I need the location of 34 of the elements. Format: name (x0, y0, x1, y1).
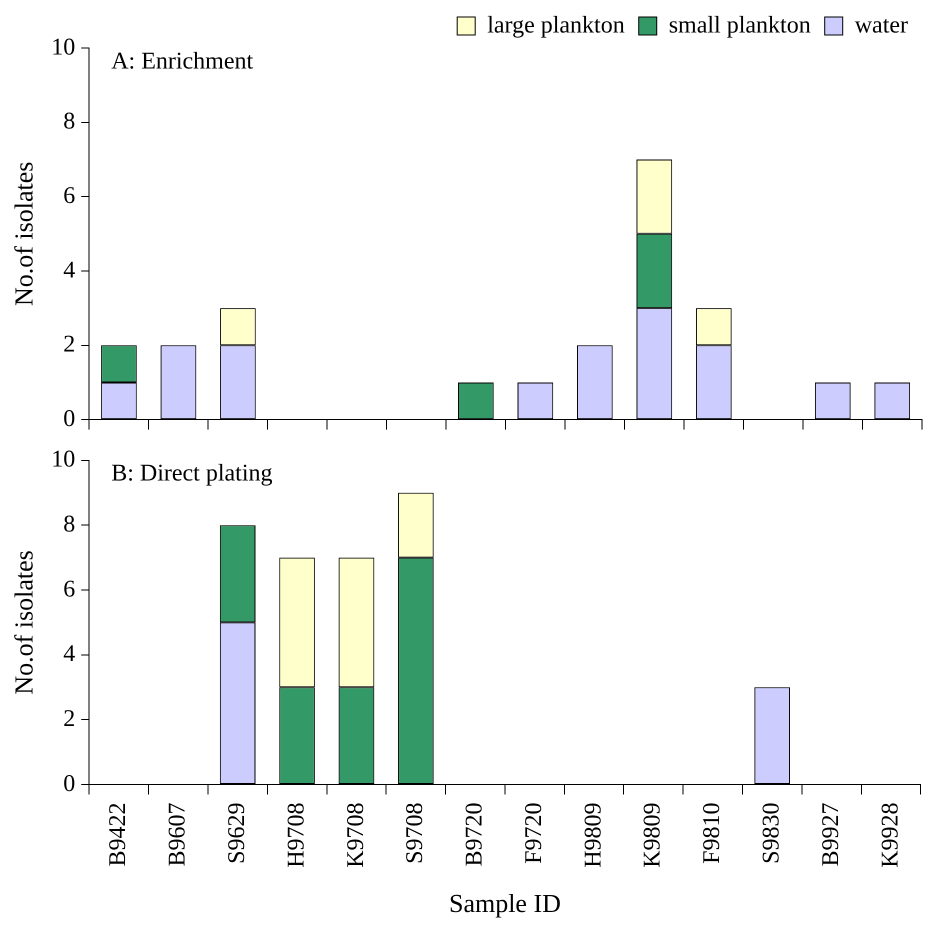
x-tick-label: F9720 (520, 802, 547, 864)
x-tick-label: H9708 (283, 802, 310, 868)
x-tick-label: S9629 (224, 802, 250, 864)
x-tick-label: K9928 (877, 802, 904, 868)
x-tick-label: B9607 (164, 802, 191, 866)
y-tick-label: 6 (63, 182, 76, 209)
y-tick-label: 2 (63, 706, 76, 732)
y-tick-label: 6 (63, 576, 76, 602)
y-tick-label: 0 (63, 406, 76, 432)
x-tick-label: S9830 (758, 802, 784, 864)
y-tick-label: 2 (63, 332, 76, 358)
x-tick-label: B9927 (818, 802, 844, 866)
y-tick-label: 4 (63, 257, 76, 284)
chart-title: A: Enrichment (111, 48, 254, 74)
legend-label: small plankton (668, 12, 811, 38)
x-tick-label: H9809 (580, 802, 606, 868)
y-tick-label: 8 (63, 512, 76, 538)
y-tick-label: 0 (63, 770, 76, 797)
y-tick-label: 4 (63, 641, 76, 668)
y-tick-label: 10 (51, 34, 76, 60)
y-axis-title: No.of isolates (9, 550, 38, 695)
x-tick-label: F9810 (699, 802, 726, 864)
x-tick-label: B9422 (105, 802, 132, 866)
legend-label: large plankton (487, 12, 625, 38)
y-axis-title: No.of isolates (9, 162, 38, 306)
y-tick-label: 8 (63, 108, 76, 135)
x-tick-label: B9720 (462, 802, 488, 866)
x-tick-label: K9708 (342, 802, 369, 868)
x-tick-label: K9809 (640, 802, 666, 868)
chart-title: B: Direct plating (111, 460, 272, 487)
y-tick-label: 10 (51, 446, 76, 473)
x-axis-title: Sample ID (448, 889, 561, 918)
legend-label: water (854, 12, 908, 38)
x-tick-label: S9708 (402, 802, 428, 864)
